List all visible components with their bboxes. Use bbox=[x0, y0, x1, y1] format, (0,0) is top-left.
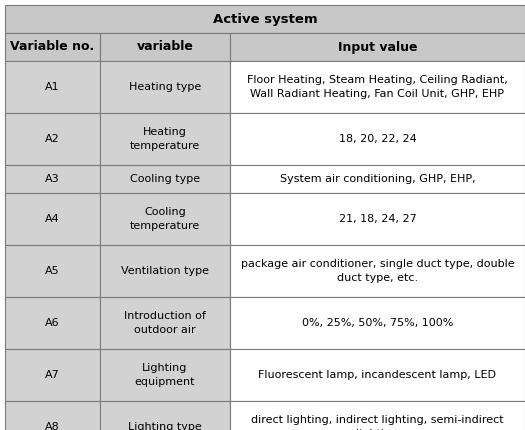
Text: variable: variable bbox=[136, 40, 193, 53]
Text: Cooling
temperature: Cooling temperature bbox=[130, 207, 200, 230]
Text: Cooling type: Cooling type bbox=[130, 174, 200, 184]
Text: package air conditioner, single duct type, double
duct type, etc.: package air conditioner, single duct typ… bbox=[240, 259, 514, 283]
Text: Introduction of
outdoor air: Introduction of outdoor air bbox=[124, 311, 206, 335]
Bar bbox=[5, 193, 100, 245]
Bar bbox=[230, 193, 525, 245]
Text: Heating type: Heating type bbox=[129, 82, 201, 92]
Text: 21, 18, 24, 27: 21, 18, 24, 27 bbox=[339, 214, 416, 224]
Text: Active system: Active system bbox=[213, 12, 317, 25]
Bar bbox=[5, 33, 100, 61]
Bar bbox=[100, 401, 230, 430]
Bar bbox=[100, 113, 230, 165]
Text: Fluorescent lamp, incandescent lamp, LED: Fluorescent lamp, incandescent lamp, LED bbox=[258, 370, 497, 380]
Bar bbox=[5, 245, 100, 297]
Bar bbox=[230, 245, 525, 297]
Bar bbox=[100, 61, 230, 113]
Text: Lighting type: Lighting type bbox=[128, 422, 202, 430]
Bar bbox=[230, 165, 525, 193]
Bar bbox=[100, 33, 230, 61]
Text: 18, 20, 22, 24: 18, 20, 22, 24 bbox=[339, 134, 416, 144]
Text: Variable no.: Variable no. bbox=[10, 40, 94, 53]
Bar bbox=[5, 5, 525, 33]
Bar bbox=[230, 297, 525, 349]
Bar bbox=[230, 33, 525, 61]
Text: System air conditioning, GHP, EHP,: System air conditioning, GHP, EHP, bbox=[280, 174, 475, 184]
Text: 0%, 25%, 50%, 75%, 100%: 0%, 25%, 50%, 75%, 100% bbox=[302, 318, 453, 328]
Bar bbox=[230, 401, 525, 430]
Bar bbox=[5, 165, 100, 193]
Bar bbox=[5, 61, 100, 113]
Text: A5: A5 bbox=[45, 266, 60, 276]
Bar bbox=[100, 193, 230, 245]
Text: Ventilation type: Ventilation type bbox=[121, 266, 209, 276]
Bar bbox=[100, 297, 230, 349]
Text: A4: A4 bbox=[45, 214, 60, 224]
Bar bbox=[5, 401, 100, 430]
Text: A1: A1 bbox=[45, 82, 60, 92]
Bar bbox=[100, 165, 230, 193]
Text: A3: A3 bbox=[45, 174, 60, 184]
Bar bbox=[5, 113, 100, 165]
Text: Floor Heating, Steam Heating, Ceiling Radiant,
Wall Radiant Heating, Fan Coil Un: Floor Heating, Steam Heating, Ceiling Ra… bbox=[247, 75, 508, 98]
Text: Heating
temperature: Heating temperature bbox=[130, 127, 200, 150]
Text: A2: A2 bbox=[45, 134, 60, 144]
Text: Input value: Input value bbox=[338, 40, 417, 53]
Bar bbox=[5, 297, 100, 349]
Bar bbox=[230, 113, 525, 165]
Text: Lighting
equipment: Lighting equipment bbox=[135, 363, 195, 387]
Bar bbox=[100, 245, 230, 297]
Bar bbox=[230, 61, 525, 113]
Bar bbox=[230, 349, 525, 401]
Text: A8: A8 bbox=[45, 422, 60, 430]
Text: A6: A6 bbox=[45, 318, 60, 328]
Bar bbox=[5, 349, 100, 401]
Text: A7: A7 bbox=[45, 370, 60, 380]
Bar bbox=[100, 349, 230, 401]
Text: direct lighting, indirect lighting, semi-indirect
lighting: direct lighting, indirect lighting, semi… bbox=[251, 415, 504, 430]
